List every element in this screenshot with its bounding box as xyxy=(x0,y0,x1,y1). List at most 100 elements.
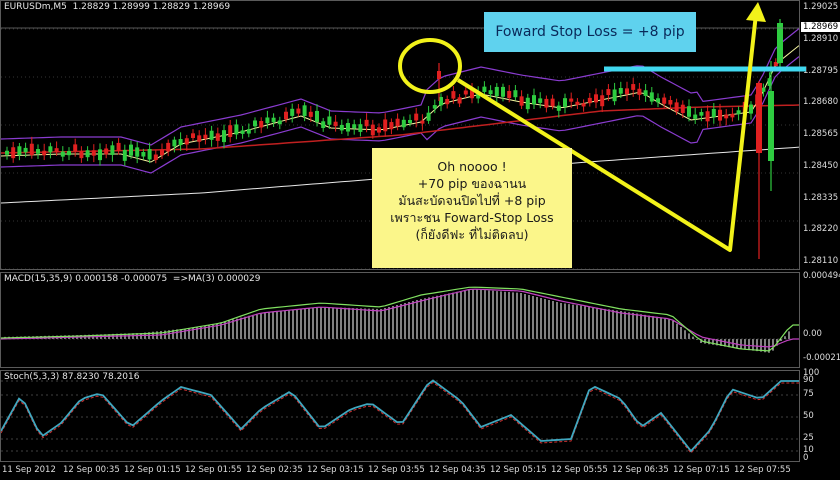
macd-axis-label: 0.00 xyxy=(803,329,822,339)
macd-title: MACD(15,35,9) 0.000158 -0.000075 =>MA(3)… xyxy=(4,274,261,284)
time-axis[interactable]: 11 Sep 2012 12 Sep 00:35 12 Sep 01:15 12 Se… xyxy=(0,462,840,480)
oh-line-5: (ก็ยังดีฟะ ที่ไม่ติดลบ) xyxy=(415,227,529,242)
oh-line-3: มันสะบัดจนปิดไปที่ +8 pip xyxy=(398,193,546,208)
stochastic-main-line xyxy=(1,379,799,453)
macd-axis-label: 0.000494 xyxy=(803,271,840,281)
candle-body xyxy=(544,98,549,108)
candle-body xyxy=(259,121,264,128)
candle-body xyxy=(370,124,375,136)
candle-body xyxy=(395,118,400,127)
time-axis-label: 12 Sep 00:35 xyxy=(63,465,120,475)
candle-body xyxy=(687,106,691,117)
candle-body xyxy=(612,89,617,102)
candle-body xyxy=(668,100,673,105)
candle-body xyxy=(321,121,326,129)
candle-body xyxy=(339,124,344,131)
candle-body xyxy=(649,92,654,102)
price-axis[interactable]: 1.29025 1.28910 1.28795 1.28680 1.28565 1.284… xyxy=(800,0,840,270)
candle-body xyxy=(482,86,487,92)
price-axis-label: 1.28335 xyxy=(803,192,839,203)
candle-body xyxy=(104,148,109,155)
candle-body xyxy=(377,127,381,133)
price-axis-label: 1.28220 xyxy=(803,224,839,235)
candle-body xyxy=(581,103,586,107)
candle-body xyxy=(575,101,580,105)
candle-body xyxy=(116,142,121,152)
stochastic-axis[interactable]: 100 90 75 50 25 10 0 xyxy=(800,368,840,463)
candle-body xyxy=(680,104,685,114)
candle-body xyxy=(265,117,270,124)
candle-body xyxy=(85,150,90,158)
stochastic-axis-label: 50 xyxy=(803,411,814,421)
candle-body xyxy=(587,97,592,104)
candle-body xyxy=(631,84,636,90)
candle-body xyxy=(67,150,71,156)
time-axis-label: 12 Sep 03:55 xyxy=(368,465,425,475)
candle-body xyxy=(191,133,195,139)
price-axis-label: 1.28565 xyxy=(803,129,839,139)
stochastic-axis-label: 25 xyxy=(803,433,814,443)
candle-body xyxy=(773,62,778,67)
macd-signal-line xyxy=(1,288,799,348)
candle-body xyxy=(91,150,96,156)
candle-body xyxy=(718,109,722,121)
time-axis-label: 12 Sep 05:55 xyxy=(551,465,608,475)
candle-body xyxy=(532,95,536,105)
time-axis-label: 12 Sep 02:35 xyxy=(246,465,303,475)
candle-body xyxy=(401,119,406,128)
candle-body xyxy=(550,98,555,107)
candle-body xyxy=(507,90,512,99)
candle-body xyxy=(637,88,642,95)
candle-body xyxy=(302,105,307,116)
candle-body xyxy=(463,90,468,95)
candle-body xyxy=(153,154,158,161)
candle-body xyxy=(197,135,202,142)
candle-body xyxy=(699,112,704,116)
stochastic-pane[interactable]: Stoch(5,3,3) 87.8230 78.2016 xyxy=(0,370,800,462)
candle-body xyxy=(184,138,189,145)
price-axis-label: 1.28795 xyxy=(803,65,839,76)
candle-body xyxy=(730,113,735,118)
candle-body xyxy=(724,114,729,119)
candle-body xyxy=(563,98,567,107)
time-axis-label: 12 Sep 05:15 xyxy=(490,465,547,475)
candle-body xyxy=(470,87,474,99)
macd-axis[interactable]: 0.000494 0.00 -0.00021 xyxy=(800,271,840,368)
price-chart-title: EURUSDm,M5 1.28829 1.28999 1.28829 1.289… xyxy=(4,2,231,12)
candle-body xyxy=(705,111,710,122)
candle-body xyxy=(736,110,741,115)
candle-body xyxy=(110,145,115,155)
current-price-marker: 1.28969 xyxy=(801,22,840,32)
candle-body xyxy=(215,133,220,141)
spike-candle-body xyxy=(768,91,774,161)
candle-body xyxy=(513,90,518,98)
candle-body xyxy=(122,149,127,161)
price-axis-label: 1.28110 xyxy=(803,256,839,266)
candle-body xyxy=(222,130,226,143)
candle-body xyxy=(525,97,530,110)
moving-average-fast xyxy=(1,45,799,163)
candle-body xyxy=(439,97,443,106)
stochastic-axis-label: 10 xyxy=(803,445,814,455)
stochastic-axis-label: 90 xyxy=(803,375,814,385)
peak-candle-body xyxy=(437,71,441,79)
candle-body xyxy=(556,105,561,111)
macd-pane[interactable]: MACD(15,35,9) 0.000158 -0.000075 =>MA(3)… xyxy=(0,272,800,368)
candle-body xyxy=(451,91,456,99)
candle-body xyxy=(519,96,524,106)
candle-body xyxy=(284,111,288,120)
candle-body xyxy=(600,95,605,107)
time-axis-label: 12 Sep 07:55 xyxy=(734,465,791,475)
candle-body xyxy=(656,98,660,103)
candle-body xyxy=(327,116,332,125)
spike-candle-body xyxy=(756,83,762,153)
time-axis-label: 12 Sep 01:15 xyxy=(124,465,181,475)
candle-body xyxy=(420,120,425,124)
candle-body xyxy=(17,146,22,156)
candle-body xyxy=(79,151,84,159)
candle-body xyxy=(538,98,543,103)
candle-body xyxy=(209,130,214,140)
candle-body xyxy=(166,142,171,152)
candle-body xyxy=(674,102,679,112)
candle-body xyxy=(476,92,481,99)
